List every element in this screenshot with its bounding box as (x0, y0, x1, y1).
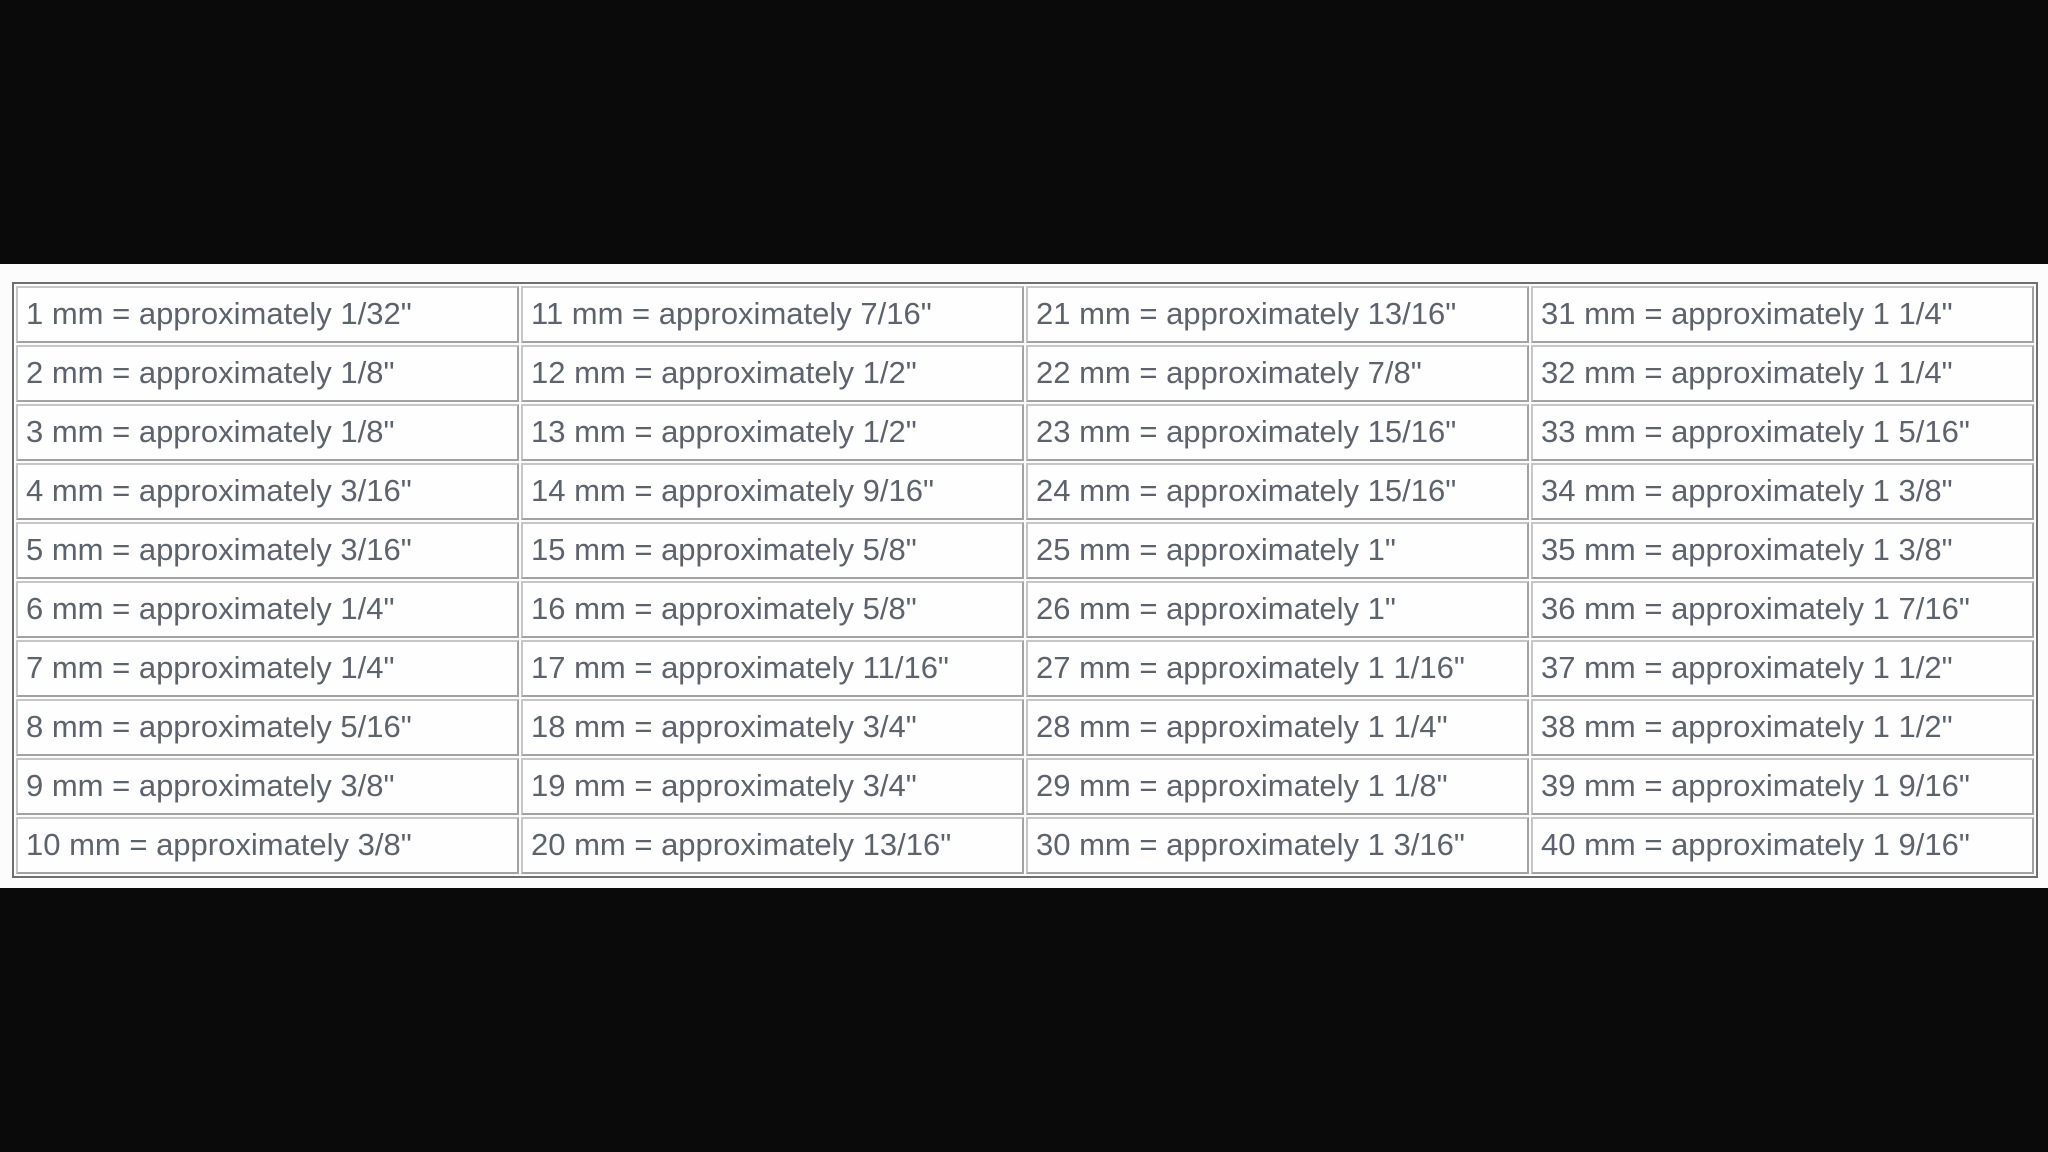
table-cell: 34 mm = approximately 1 3/8" (1531, 463, 2034, 520)
table-cell: 13 mm = approximately 1/2" (521, 404, 1024, 461)
table-cell: 32 mm = approximately 1 1/4" (1531, 345, 2034, 402)
table-cell: 27 mm = approximately 1 1/16" (1026, 640, 1529, 697)
table-cell: 23 mm = approximately 15/16" (1026, 404, 1529, 461)
table-row: 5 mm = approximately 3/16" 15 mm = approx… (16, 522, 2034, 579)
table-row: 4 mm = approximately 3/16" 14 mm = approx… (16, 463, 2034, 520)
table-cell: 5 mm = approximately 3/16" (16, 522, 519, 579)
table-cell: 38 mm = approximately 1 1/2" (1531, 699, 2034, 756)
table-cell: 2 mm = approximately 1/8" (16, 345, 519, 402)
table-row: 7 mm = approximately 1/4" 17 mm = approxi… (16, 640, 2034, 697)
conversion-table-body: 1 mm = approximately 1/32" 11 mm = approx… (16, 286, 2034, 874)
mm-to-inches-conversion-table: 1 mm = approximately 1/32" 11 mm = approx… (12, 282, 2038, 878)
table-cell: 10 mm = approximately 3/8" (16, 817, 519, 874)
table-row: 8 mm = approximately 5/16" 18 mm = approx… (16, 699, 2034, 756)
table-row: 9 mm = approximately 3/8" 19 mm = approxi… (16, 758, 2034, 815)
table-cell: 39 mm = approximately 1 9/16" (1531, 758, 2034, 815)
table-cell: 9 mm = approximately 3/8" (16, 758, 519, 815)
table-cell: 33 mm = approximately 1 5/16" (1531, 404, 2034, 461)
table-cell: 15 mm = approximately 5/8" (521, 522, 1024, 579)
table-cell: 24 mm = approximately 15/16" (1026, 463, 1529, 520)
table-cell: 36 mm = approximately 1 7/16" (1531, 581, 2034, 638)
table-cell: 28 mm = approximately 1 1/4" (1026, 699, 1529, 756)
table-cell: 37 mm = approximately 1 1/2" (1531, 640, 2034, 697)
table-cell: 22 mm = approximately 7/8" (1026, 345, 1529, 402)
table-cell: 7 mm = approximately 1/4" (16, 640, 519, 697)
table-cell: 1 mm = approximately 1/32" (16, 286, 519, 343)
table-row: 10 mm = approximately 3/8" 20 mm = approx… (16, 817, 2034, 874)
table-cell: 8 mm = approximately 5/16" (16, 699, 519, 756)
table-cell: 3 mm = approximately 1/8" (16, 404, 519, 461)
table-cell: 14 mm = approximately 9/16" (521, 463, 1024, 520)
table-cell: 21 mm = approximately 13/16" (1026, 286, 1529, 343)
table-cell: 25 mm = approximately 1" (1026, 522, 1529, 579)
table-cell: 17 mm = approximately 11/16" (521, 640, 1024, 697)
table-cell: 19 mm = approximately 3/4" (521, 758, 1024, 815)
table-cell: 20 mm = approximately 13/16" (521, 817, 1024, 874)
table-cell: 11 mm = approximately 7/16" (521, 286, 1024, 343)
table-row: 6 mm = approximately 1/4" 16 mm = approxi… (16, 581, 2034, 638)
table-row: 3 mm = approximately 1/8" 13 mm = approxi… (16, 404, 2034, 461)
table-row: 1 mm = approximately 1/32" 11 mm = approx… (16, 286, 2034, 343)
table-cell: 18 mm = approximately 3/4" (521, 699, 1024, 756)
table-cell: 16 mm = approximately 5/8" (521, 581, 1024, 638)
table-cell: 31 mm = approximately 1 1/4" (1531, 286, 2034, 343)
table-cell: 29 mm = approximately 1 1/8" (1026, 758, 1529, 815)
table-cell: 40 mm = approximately 1 9/16" (1531, 817, 2034, 874)
table-cell: 35 mm = approximately 1 3/8" (1531, 522, 2034, 579)
table-cell: 12 mm = approximately 1/2" (521, 345, 1024, 402)
table-cell: 30 mm = approximately 1 3/16" (1026, 817, 1529, 874)
table-cell: 26 mm = approximately 1" (1026, 581, 1529, 638)
table-cell: 6 mm = approximately 1/4" (16, 581, 519, 638)
table-row: 2 mm = approximately 1/8" 12 mm = approxi… (16, 345, 2034, 402)
table-cell: 4 mm = approximately 3/16" (16, 463, 519, 520)
